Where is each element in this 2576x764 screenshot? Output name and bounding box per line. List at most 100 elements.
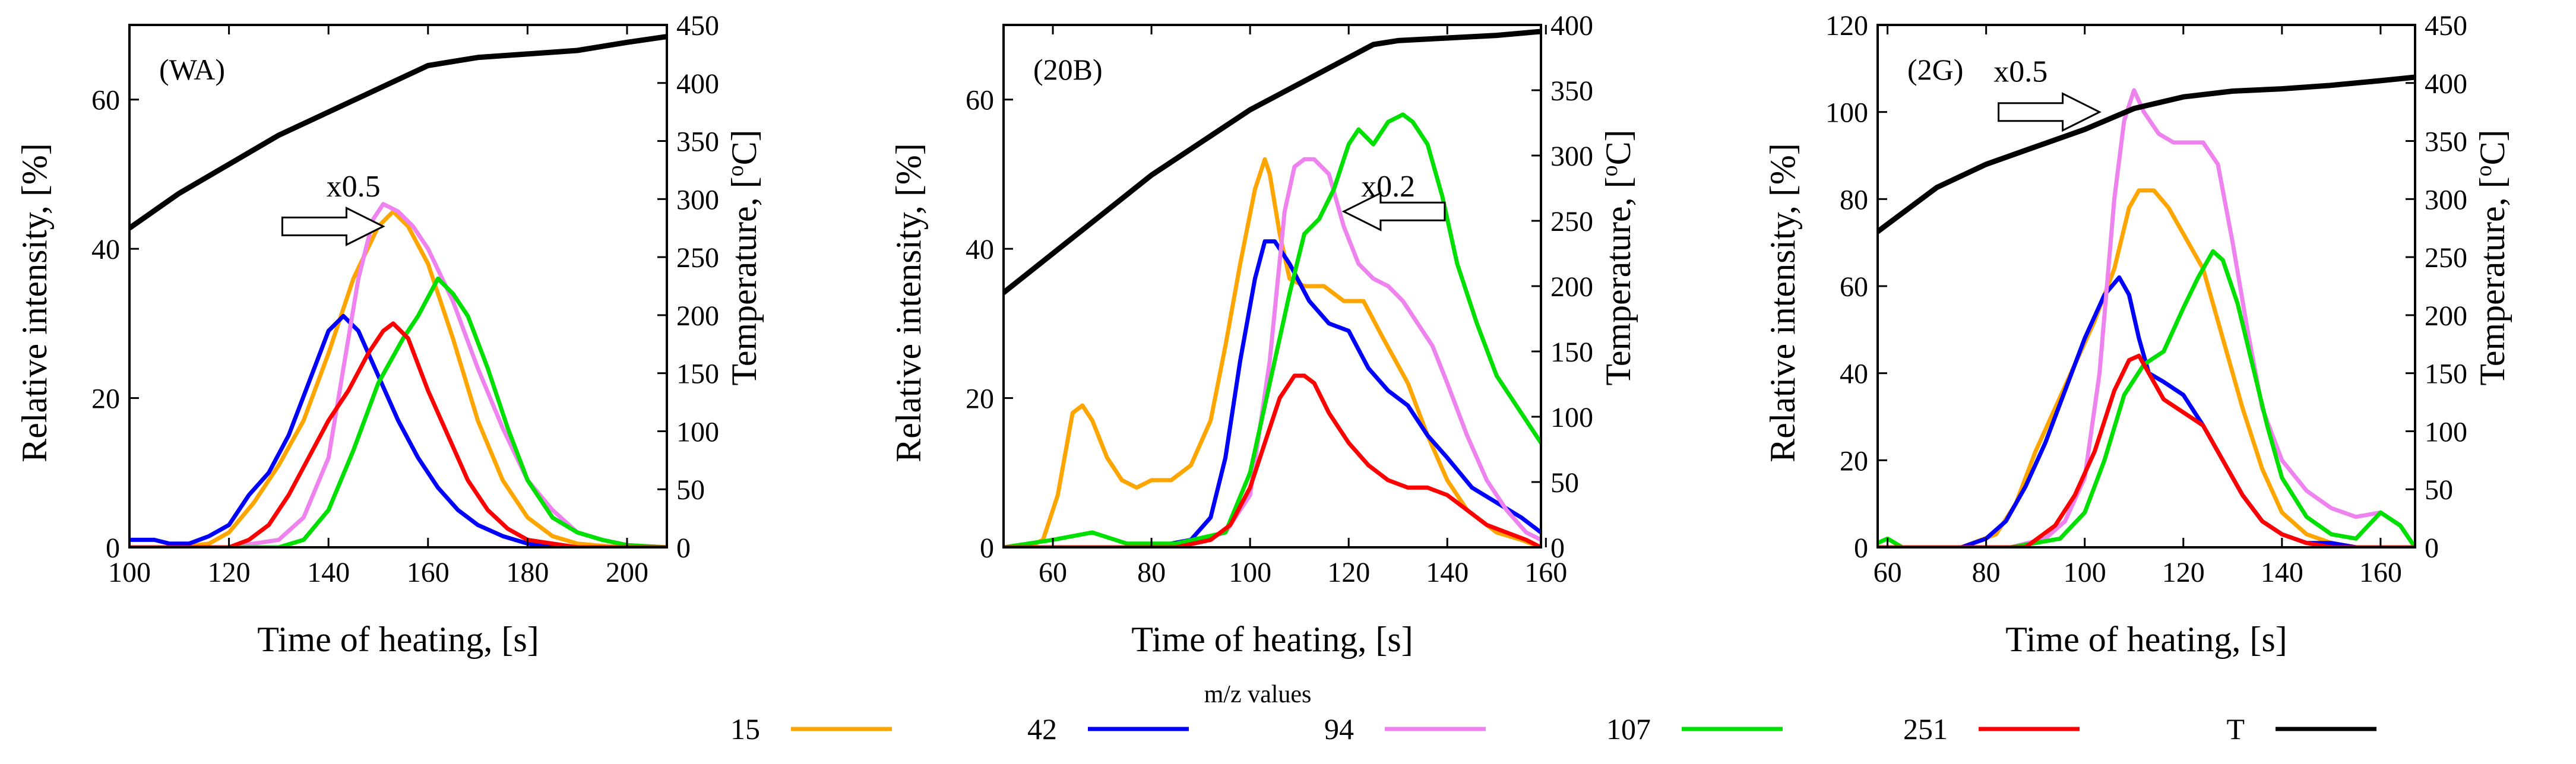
chart-20b-series-group: [1004, 28, 1541, 547]
chart-wa-panel-tag: (WA): [159, 53, 225, 86]
chart-wa-y2tick-label-50: 50: [676, 474, 705, 506]
legend-label-94: 94: [1324, 712, 1354, 746]
chart-wa-ytick-label-0: 0: [106, 532, 120, 564]
legend-label-107: 107: [1606, 712, 1651, 746]
chart-wa-y2tick-label-350: 350: [676, 126, 719, 158]
chart-20b-series-94: [1004, 157, 1541, 547]
chart-20b-xtick-label-60: 60: [1039, 557, 1067, 588]
chart-20b-y2tick-label-250: 250: [1550, 206, 1593, 237]
chart-2g-y2label-degree: o: [2471, 165, 2496, 176]
chart-wa-ytick-label-40: 40: [91, 234, 120, 265]
chart-20b-frame: [1002, 24, 1542, 549]
chart-2g-ytick-label-60: 60: [1840, 271, 1868, 303]
chart-wa-xtick-label-160: 160: [407, 557, 450, 588]
chart-20b-y2tick-label-200: 200: [1550, 271, 1593, 303]
legend-label-251: 251: [1903, 712, 1948, 746]
chart-wa-y2tick-label-100: 100: [676, 416, 719, 448]
chart-20b-y2tick-label-50: 50: [1550, 467, 1579, 499]
chart-20b-y2label-degree: o: [1597, 165, 1622, 176]
chart-2g-y2tick-label-250: 250: [2425, 242, 2467, 274]
chart-2g-y2tick-label-350: 350: [2425, 126, 2467, 158]
chart-20b-y2label: Temperature, [oC]: [1597, 129, 1638, 385]
chart-20b-ytick-label-0: 0: [980, 532, 994, 564]
chart-20b-series-15: [1004, 157, 1541, 547]
chart-20b-y2tick-label-0: 0: [1550, 532, 1565, 564]
chart-2g-y2label-part1: Temperature, [: [2473, 176, 2512, 385]
chart-wa-ytick-label-60: 60: [91, 85, 120, 116]
chart-20b-panel-tag: (20B): [1033, 53, 1103, 86]
chart-2g-ytick-label-20: 20: [1840, 445, 1868, 477]
chart-wa-y2label-part2: C]: [724, 129, 764, 165]
chart-2g-y2label: Temperature, [oC]: [2471, 129, 2512, 385]
chart-wa-annotation-0-label: x0.5: [327, 170, 381, 204]
chart-20b-y2tick-label-350: 350: [1550, 75, 1593, 107]
chart-2g-ytick-label-120: 120: [1825, 10, 1868, 42]
chart-2g-y2tick-label-400: 400: [2425, 68, 2467, 100]
chart-wa-ytick-label-20: 20: [91, 383, 120, 415]
legend-title: m/z values: [1204, 681, 1312, 708]
chart-2g-xlabel: Time of heating, [s]: [2005, 620, 2287, 659]
chart-2g-xtick-label-60: 60: [1874, 557, 1902, 588]
chart-2g-xtick-label-100: 100: [2064, 557, 2106, 588]
chart-wa-y2label: Temperature, [oC]: [723, 129, 764, 385]
chart-2g-series-group: [1878, 74, 2415, 547]
chart-wa-series-251: [129, 321, 667, 547]
chart-wa-series-107: [129, 276, 667, 547]
legend: m/z values 15 42 94 107 251 T: [730, 681, 2376, 746]
chart-2g-series-107: [1878, 249, 2415, 547]
chart-20b-y2label-part2: C]: [1599, 129, 1638, 165]
chart-20b-y2tick-label-300: 300: [1550, 141, 1593, 172]
chart-wa-y2tick-label-200: 200: [676, 300, 719, 332]
chart-20b-xtick-label-160: 160: [1524, 557, 1567, 588]
chart-wa-xtick-label-140: 140: [307, 557, 350, 588]
chart-wa-y2tick-label-150: 150: [676, 359, 719, 390]
chart-2g-ytick-label-80: 80: [1840, 184, 1868, 215]
chart-wa-series-15: [129, 209, 667, 547]
chart-wa-y2tick-label-450: 450: [676, 10, 719, 42]
chart-2g-series-42: [1878, 275, 2383, 547]
chart-wa-y2tick-label-400: 400: [676, 68, 719, 100]
chart-2g-ylabel: Relative intensity, [%]: [1763, 143, 1802, 462]
chart-2g-series-t: [1878, 74, 2415, 234]
chart-wa-ylabel: Relative intensity, [%]: [15, 143, 54, 462]
chart-20b-series-107: [1004, 112, 1541, 547]
chart-20b-series-t: [1004, 28, 1541, 296]
chart-wa-y2tick-label-250: 250: [676, 242, 719, 274]
chart-wa-xtick-label-180: 180: [506, 557, 549, 588]
chart-20b-ytick-label-20: 20: [966, 383, 994, 415]
chart-2g-y2tick-label-150: 150: [2425, 359, 2467, 390]
chart-wa-series-t: [129, 34, 667, 231]
chart-wa-xtick-label-200: 200: [606, 557, 648, 588]
chart-20b-y2label-part1: Temperature, [: [1599, 176, 1638, 385]
chart-2g-y2tick-label-300: 300: [2425, 184, 2467, 215]
chart-wa-y2label-degree: o: [723, 165, 748, 176]
legend-label-15: 15: [730, 712, 760, 746]
chart-wa-y2label-part1: Temperature, [: [724, 176, 764, 385]
chart-20b-ytick-label-40: 40: [966, 234, 994, 265]
chart-20b-xtick-label-100: 100: [1229, 557, 1271, 588]
chart-2g-xtick-label-120: 120: [2162, 557, 2205, 588]
chart-20b-xtick-label-80: 80: [1137, 557, 1166, 588]
chart-2g-xtick-label-80: 80: [1972, 557, 2001, 588]
chart-20b-y2tick-label-100: 100: [1550, 402, 1593, 433]
chart-20b-annotation-0-arrow: [1341, 191, 1446, 232]
chart-2g-series-94: [1878, 88, 2415, 547]
chart-2g-xtick-label-160: 160: [2359, 557, 2402, 588]
chart-2g-series-15: [1878, 188, 2415, 547]
chart-2g-y2tick-label-450: 450: [2425, 10, 2467, 42]
chart-2g-y2label-part2: C]: [2473, 129, 2512, 165]
chart-wa-annotation-0-arrow: [281, 206, 385, 246]
chart-2g-ytick-label-100: 100: [1825, 97, 1868, 129]
chart-wa-y2tick-label-0: 0: [676, 532, 691, 564]
legend-label-t: T: [2226, 712, 2245, 746]
chart-2g-ytick-label-40: 40: [1840, 359, 1868, 390]
chart-2g-y2tick-label-100: 100: [2425, 416, 2467, 448]
chart-2g-annotation-0-arrow: [1998, 92, 2102, 132]
chart-2g-xtick-label-140: 140: [2261, 557, 2303, 588]
chart-20b-xtick-label-140: 140: [1426, 557, 1469, 588]
legend-label-42: 42: [1027, 712, 1057, 746]
chart-wa-frame: [128, 24, 668, 549]
chart-wa-series-group: [129, 34, 667, 547]
chart-20b-y2tick-label-150: 150: [1550, 337, 1593, 368]
